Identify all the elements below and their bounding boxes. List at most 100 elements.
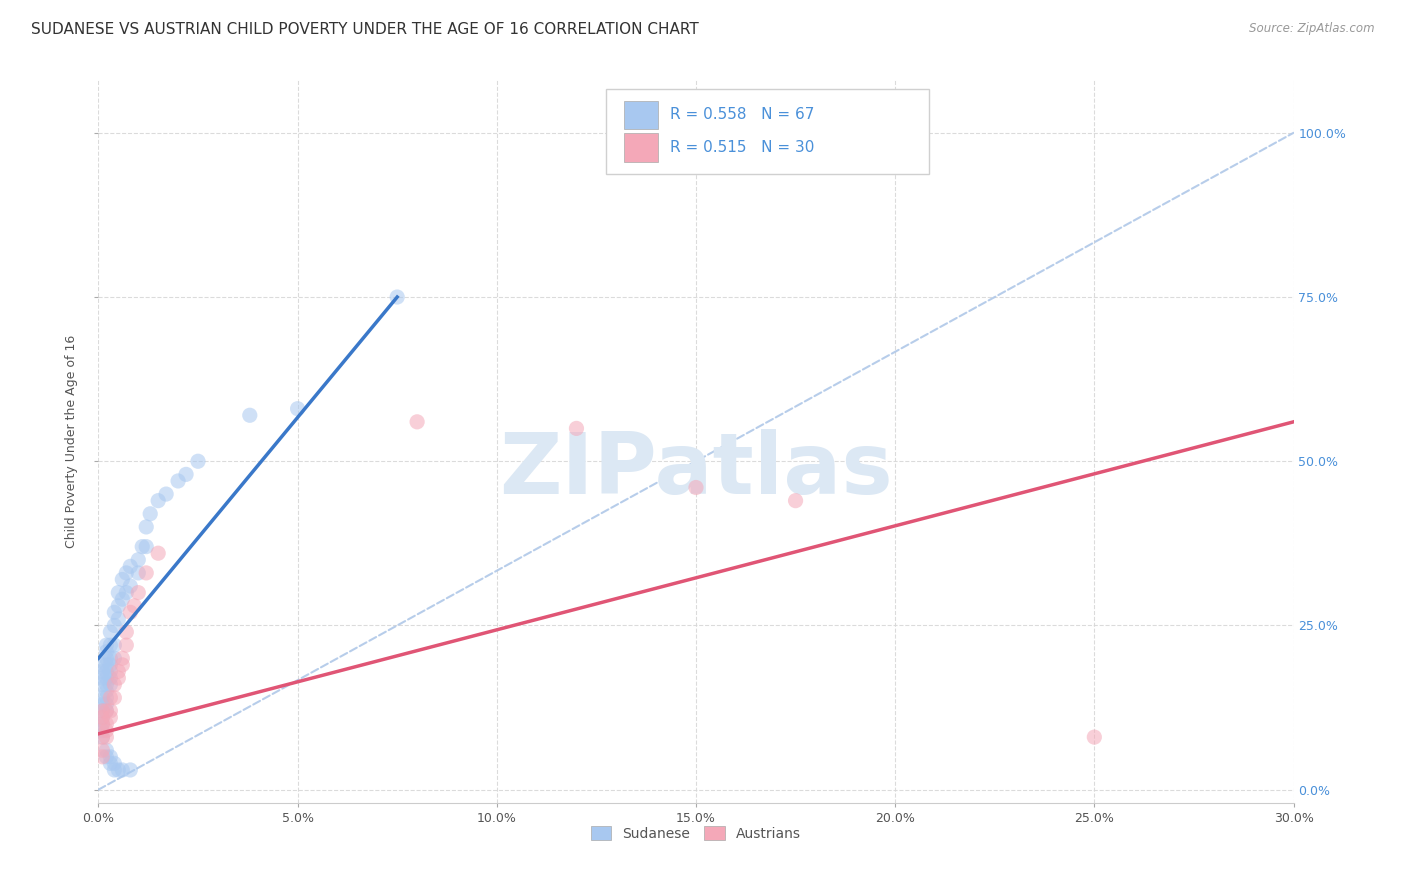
Point: [96, 671, 118, 685]
Point: [111, 573, 134, 587]
Point: [91, 698, 114, 712]
Point: [111, 657, 134, 672]
Point: [103, 605, 125, 619]
Point: [103, 638, 125, 652]
FancyBboxPatch shape: [606, 89, 929, 174]
Point: [98, 665, 122, 679]
Point: [96, 638, 118, 652]
Point: [187, 454, 209, 468]
Point: [103, 677, 125, 691]
Point: [115, 585, 138, 599]
Point: [91, 710, 114, 724]
Point: [96, 657, 118, 672]
Point: [91, 710, 114, 724]
Point: [115, 638, 138, 652]
Point: [91, 657, 114, 672]
Text: R = 0.515   N = 30: R = 0.515 N = 30: [669, 140, 814, 155]
Point: [91, 749, 114, 764]
Point: [131, 540, 153, 554]
Point: [127, 585, 149, 599]
Point: [96, 749, 118, 764]
Point: [111, 592, 134, 607]
Point: [96, 704, 118, 718]
Point: [91, 730, 114, 744]
Point: [124, 599, 146, 613]
Point: [96, 717, 118, 731]
Point: [98, 704, 122, 718]
Point: [120, 763, 142, 777]
Point: [107, 763, 129, 777]
Text: Source: ZipAtlas.com: Source: ZipAtlas.com: [1250, 22, 1375, 36]
Point: [96, 684, 118, 698]
Point: [111, 651, 134, 665]
Point: [148, 493, 170, 508]
Point: [103, 618, 125, 632]
Point: [385, 290, 409, 304]
Point: [103, 756, 125, 771]
Text: SUDANESE VS AUSTRIAN CHILD POVERTY UNDER THE AGE OF 16 CORRELATION CHART: SUDANESE VS AUSTRIAN CHILD POVERTY UNDER…: [31, 22, 699, 37]
Point: [107, 585, 129, 599]
Point: [127, 566, 149, 580]
Point: [107, 665, 129, 679]
Point: [107, 671, 129, 685]
Point: [406, 415, 429, 429]
Y-axis label: Child Poverty Under the Age of 16: Child Poverty Under the Age of 16: [65, 334, 79, 549]
Point: [96, 651, 118, 665]
Point: [96, 723, 118, 738]
Point: [91, 690, 114, 705]
Point: [91, 704, 114, 718]
Point: [167, 474, 190, 488]
Point: [96, 743, 118, 757]
Point: [287, 401, 309, 416]
Point: [98, 657, 122, 672]
Point: [565, 421, 588, 435]
Point: [120, 579, 142, 593]
Point: [98, 749, 122, 764]
Point: [155, 487, 177, 501]
Point: [120, 605, 142, 619]
Point: [107, 599, 129, 613]
Point: [135, 566, 157, 580]
Point: [98, 690, 122, 705]
Point: [98, 638, 122, 652]
Legend: Sudanese, Austrians: Sudanese, Austrians: [585, 821, 807, 847]
Text: ZIPatlas: ZIPatlas: [499, 429, 893, 512]
Point: [98, 710, 122, 724]
Point: [96, 677, 118, 691]
Bar: [624, 101, 658, 129]
Point: [135, 540, 157, 554]
Point: [98, 756, 122, 771]
Point: [135, 520, 157, 534]
Point: [98, 677, 122, 691]
Point: [91, 704, 114, 718]
Point: [115, 566, 138, 580]
Point: [115, 625, 138, 640]
Point: [685, 481, 707, 495]
Point: [91, 665, 114, 679]
Point: [91, 730, 114, 744]
Point: [103, 690, 125, 705]
Point: [91, 677, 114, 691]
Point: [91, 717, 114, 731]
Point: [98, 625, 122, 640]
Point: [96, 704, 118, 718]
Point: [96, 645, 118, 659]
Point: [96, 730, 118, 744]
Point: [239, 409, 262, 423]
Point: [91, 717, 114, 731]
Point: [111, 763, 134, 777]
Point: [1083, 730, 1105, 744]
Text: R = 0.558   N = 67: R = 0.558 N = 67: [669, 107, 814, 122]
Point: [91, 671, 114, 685]
Point: [91, 723, 114, 738]
Point: [127, 553, 149, 567]
Point: [98, 651, 122, 665]
Point: [103, 763, 125, 777]
Point: [785, 493, 807, 508]
Point: [96, 665, 118, 679]
Point: [107, 612, 129, 626]
Point: [103, 651, 125, 665]
Point: [91, 743, 114, 757]
Point: [139, 507, 162, 521]
Bar: [624, 133, 658, 162]
